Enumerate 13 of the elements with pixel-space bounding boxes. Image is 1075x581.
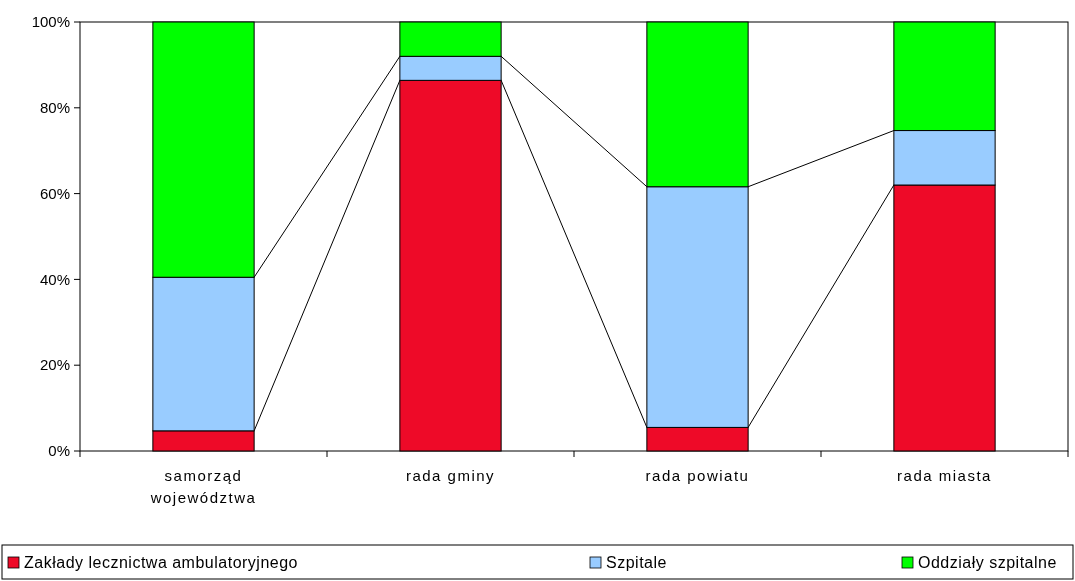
legend-label: Szpitale: [606, 554, 667, 571]
x-tick-label: rada miasta: [897, 467, 992, 484]
y-tick-label: 100%: [31, 13, 70, 31]
x-tick-label: rada powiatu: [645, 467, 750, 484]
y-tick-label: 40%: [39, 270, 70, 288]
y-tick-label: 60%: [39, 184, 70, 202]
x-tick-label: samorząd województwa: [149, 467, 257, 506]
legend-label: Oddziały szpitalne: [918, 554, 1057, 571]
y-tick-label: 80%: [39, 99, 70, 117]
x-tick-label: rada gminy: [405, 467, 496, 484]
y-tick-label: 0%: [48, 442, 70, 460]
legend-label: Zakłady lecznictwa ambulatoryjnego: [24, 554, 299, 571]
y-tick-label: 20%: [39, 356, 70, 374]
